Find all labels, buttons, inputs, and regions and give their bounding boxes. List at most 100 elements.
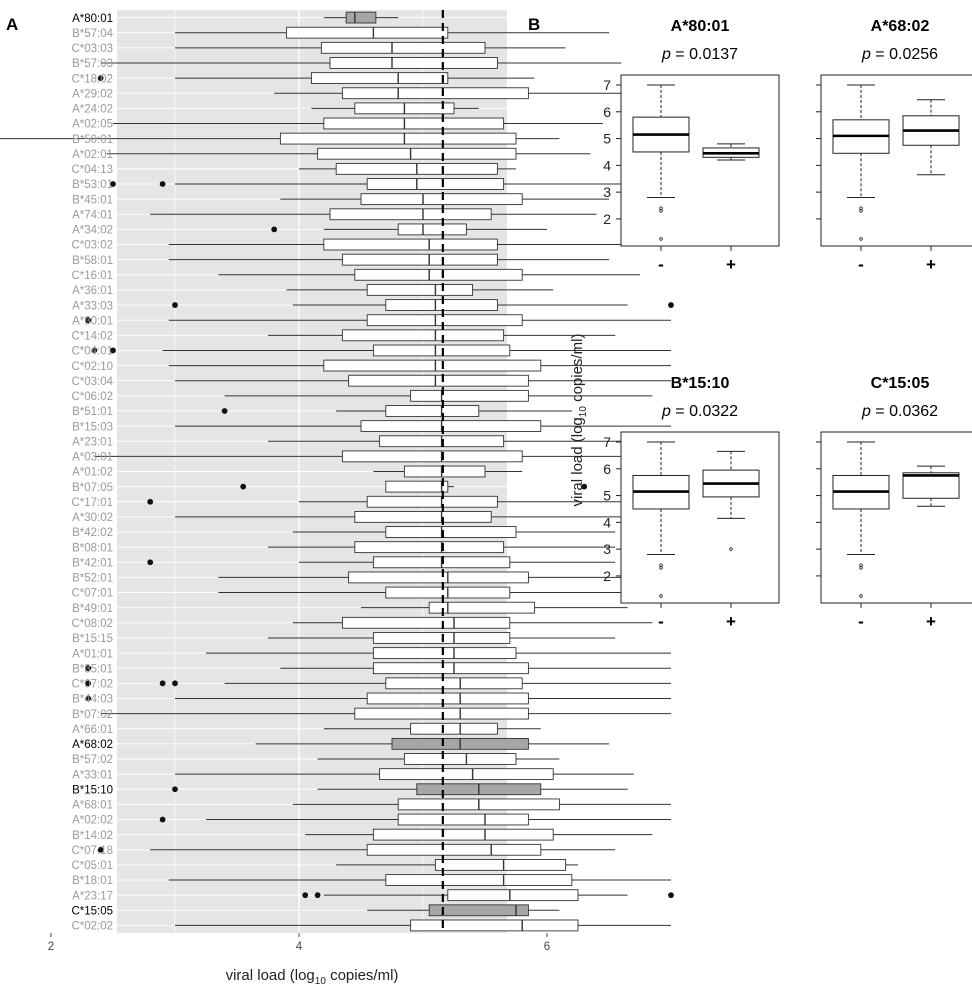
subplot-frame [620, 431, 780, 604]
outlier-point [659, 206, 663, 210]
outlier-point [221, 408, 228, 414]
p-symbol: p [861, 46, 871, 63]
iqr-box [385, 874, 573, 886]
allele-box-A-23-17 [302, 889, 674, 902]
iqr-box [348, 374, 529, 387]
group-box-negative: - [832, 84, 890, 274]
allele-box-C-02-10 [168, 359, 671, 372]
allele-label: A*03:01 [72, 452, 113, 464]
allele-label: C*02:10 [71, 361, 113, 373]
outlier-point [314, 892, 321, 899]
allele-label: C*15:05 [71, 906, 113, 918]
subplot-title: B*15:10 [671, 375, 730, 392]
allele-label: C*14:02 [71, 331, 113, 343]
outlier-point [85, 680, 92, 687]
allele-label: A*01:01 [72, 648, 113, 660]
iqr-box [323, 117, 505, 130]
allele-label: B*14:02 [72, 830, 113, 842]
x-tick-label: 6 [544, 941, 550, 953]
allele-label: B*52:01 [72, 573, 113, 585]
allele-box-A-74-01 [150, 208, 597, 221]
allele-box-A-68-01 [292, 798, 671, 811]
iqr-box [366, 495, 498, 508]
outlier-point [147, 498, 154, 505]
allele-box-B-42-01 [147, 556, 616, 569]
outlier-point [668, 302, 674, 308]
panel-a: A A*80:01 B*57:04 C*03:03 B*57:03 C*18:02 A*2… [0, 10, 674, 987]
allele-label: B*51:01 [72, 406, 113, 418]
allele-box-C-18-02 [97, 72, 674, 84]
allele-label: A*33:01 [72, 769, 113, 781]
allele-box-A-34-02 [271, 223, 674, 236]
allele-box-B-57-03 [100, 57, 622, 69]
allele-label: C*07:01 [71, 588, 113, 600]
allele-label: A*23:17 [72, 890, 113, 902]
outlier-point [110, 181, 116, 187]
x-axis-title-tail: copies/ml) [326, 967, 399, 984]
subplot-frame [620, 74, 780, 247]
iqr-box [372, 344, 511, 357]
allele-label: A*30:01 [72, 315, 113, 327]
outlier-point [85, 317, 92, 324]
p-value: = 0.0362 [871, 403, 938, 420]
outlier-point [659, 563, 663, 567]
subplot-title: A*68:02 [871, 18, 930, 35]
iqr-box [329, 208, 492, 221]
allele-box-B-35-01 [85, 662, 671, 675]
y-axis-title-main: viral load (log [569, 417, 586, 506]
allele-box-C-02-02 [175, 919, 671, 932]
allele-label: A*30:02 [72, 512, 113, 524]
iqr-box [372, 828, 554, 841]
allele-box-C-17-01 [147, 495, 640, 508]
panel-a-boxes [0, 11, 674, 932]
subplot-frame [820, 431, 972, 604]
allele-label: A*02:05 [72, 119, 113, 131]
allele-box-C-16-01 [218, 268, 640, 281]
outlier-point [859, 563, 863, 567]
outlier-point [240, 483, 247, 490]
allele-label: B*53:01 [72, 179, 113, 191]
iqr-box [366, 284, 474, 296]
allele-label: B*44:03 [72, 694, 113, 706]
allele-box-B-50-01 [0, 132, 560, 145]
allele-label: A*66:01 [72, 724, 113, 736]
allele-box-B-15-15 [268, 632, 616, 644]
allele-label: B*42:01 [72, 557, 113, 569]
p-value: = 0.0256 [871, 46, 938, 63]
iqr-box [372, 647, 517, 659]
allele-label: B*07:02 [72, 709, 113, 721]
outlier-point [859, 237, 863, 241]
allele-box-A-33-03 [172, 299, 674, 311]
group-box-positive: + [902, 465, 960, 631]
allele-label: B*07:05 [72, 482, 113, 494]
iqr-box [310, 72, 449, 84]
allele-box-A-01-02 [373, 465, 523, 478]
iqr-box [397, 223, 467, 236]
allele-box-C-08-02 [292, 616, 653, 629]
allele-label: A*34:02 [72, 225, 113, 237]
allele-box-C-03-03 [175, 41, 566, 54]
allele-label: C*06:02 [71, 391, 113, 403]
allele-box-A-24-02 [311, 102, 479, 115]
allele-box-A-02-02 [159, 813, 671, 826]
allele-label: A*36:01 [72, 285, 113, 297]
iqr-box [354, 541, 505, 554]
y-axis-title-subscript: 10 [578, 406, 589, 418]
y-tick-label: 6 [603, 104, 611, 120]
x-tick-label: 2 [48, 941, 54, 953]
iqr-box [385, 299, 498, 311]
iqr-box [323, 359, 542, 372]
outlier-point [859, 206, 863, 210]
allele-box-B-45-01 [280, 193, 609, 206]
allele-label: B*15:10 [72, 784, 113, 796]
outlier-point [147, 559, 154, 566]
iqr-box [345, 11, 377, 24]
allele-box-B-57-02 [317, 753, 560, 765]
allele-label: B*57:03 [72, 58, 113, 70]
subplot-title: A*80:01 [671, 18, 730, 35]
iqr-box [341, 329, 505, 342]
allele-box-A-68-02 [255, 737, 609, 750]
iqr-box [360, 420, 542, 433]
outlier-point [159, 680, 166, 687]
